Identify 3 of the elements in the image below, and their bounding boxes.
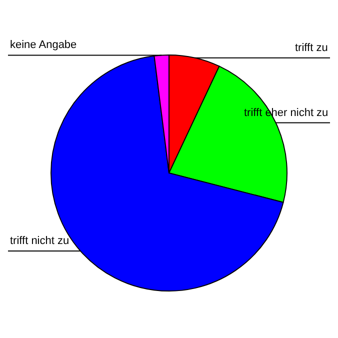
slice-label: trifft zu: [295, 42, 328, 54]
slice-label: trifft nicht zu: [10, 235, 70, 247]
slice-label: keine Angabe: [10, 39, 77, 51]
